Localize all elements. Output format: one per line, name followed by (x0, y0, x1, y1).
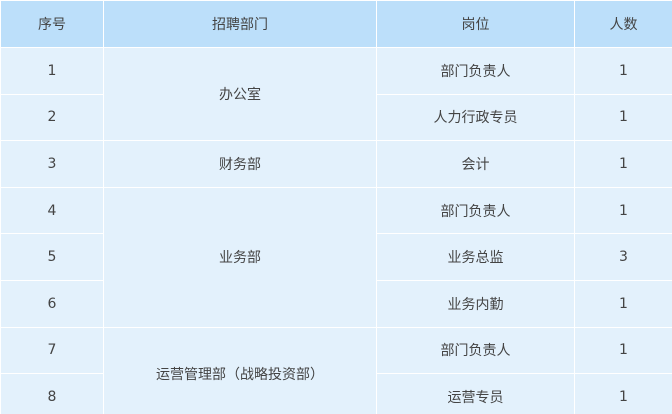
cell-position: 运营专员 (376, 373, 575, 414)
header-dept: 招聘部门 (103, 0, 377, 48)
cell-position: 会计 (376, 140, 575, 188)
cell-no: 2 (0, 93, 104, 142)
cell-count: 1 (574, 326, 672, 375)
cell-count: 1 (574, 140, 672, 188)
table-row: 4 业务部 部门负责人 1 (0, 186, 672, 328)
cell-no: 7 (0, 326, 104, 375)
cell-count: 1 (574, 373, 672, 414)
cell-no: 6 (0, 279, 104, 328)
cell-position: 部门负责人 (376, 186, 575, 235)
cell-no: 3 (0, 140, 104, 188)
cell-count: 1 (574, 279, 672, 328)
cell-count: 3 (574, 233, 672, 281)
cell-dept: 业务部 (103, 186, 377, 328)
cell-no: 5 (0, 233, 104, 281)
cell-position: 部门负责人 (376, 47, 575, 95)
cell-dept: 办公室 (103, 46, 377, 142)
table-row: 3 财务部 会计 1 (0, 140, 672, 188)
table-row: 5 业务总监 3 (0, 233, 672, 281)
header-row: 序号 招聘部门 岗位 人数 (0, 0, 672, 48)
cell-count: 1 (574, 93, 672, 142)
table-row: 8 运营专员 1 (0, 373, 672, 414)
cell-count: 1 (574, 47, 672, 95)
cell-position: 人力行政专员 (376, 93, 575, 142)
header-position: 岗位 (376, 0, 575, 48)
cell-no: 8 (0, 373, 104, 414)
cell-position: 业务总监 (376, 233, 575, 281)
cell-dept: 财务部 (103, 140, 377, 188)
table-row: 2 人力行政专员 1 (0, 93, 672, 142)
cell-dept: 运营管理部（战略投资部） (103, 326, 377, 414)
table-row: 7 运营管理部（战略投资部） 部门负责人 1 (0, 326, 672, 414)
header-count: 人数 (574, 0, 672, 48)
cell-position: 业务内勤 (376, 279, 575, 328)
table-row: 1 办公室 部门负责人 1 (0, 46, 672, 142)
header-no: 序号 (0, 0, 104, 48)
cell-no: 1 (0, 47, 104, 95)
cell-position: 部门负责人 (376, 326, 575, 375)
cell-no: 4 (0, 186, 104, 235)
cell-count: 1 (574, 186, 672, 235)
